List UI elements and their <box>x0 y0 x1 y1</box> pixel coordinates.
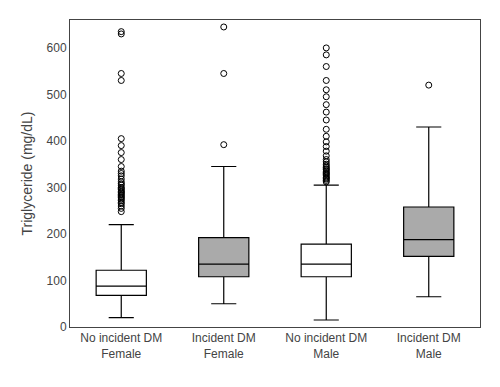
svg-text:Incident DMFemale: Incident DMFemale <box>192 331 256 361</box>
svg-text:No incident DMFemale: No incident DMFemale <box>80 331 162 361</box>
svg-text:100: 100 <box>47 274 67 288</box>
svg-text:Triglyceride (mg/dL): Triglyceride (mg/dL) <box>19 112 35 236</box>
svg-text:200: 200 <box>47 227 67 241</box>
svg-text:No incident DMMale: No incident DMMale <box>285 331 367 361</box>
svg-text:400: 400 <box>47 134 67 148</box>
svg-text:600: 600 <box>47 41 67 55</box>
svg-text:500: 500 <box>47 88 67 102</box>
svg-text:0: 0 <box>60 320 67 334</box>
svg-text:300: 300 <box>47 181 67 195</box>
svg-text:Incident DMMale: Incident DMMale <box>397 331 461 361</box>
